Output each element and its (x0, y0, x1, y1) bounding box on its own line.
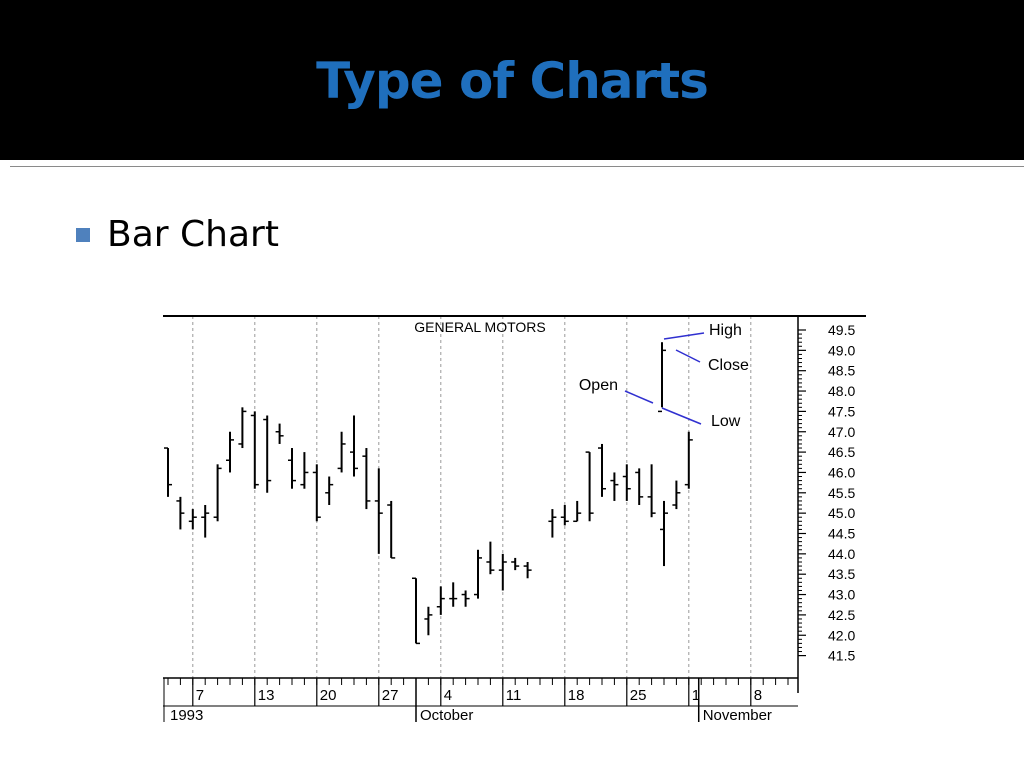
ohlc-bar (461, 590, 470, 607)
ohlc-bar (449, 582, 458, 607)
ohlc-bar (684, 431, 693, 489)
close-pointer-line (675, 349, 701, 363)
y-tick-label: 48.5 (828, 363, 855, 379)
ohlc-bar (573, 500, 582, 523)
ohlc-bar (660, 500, 668, 567)
ohlc-bar (337, 431, 346, 473)
ohlc-bar (486, 541, 495, 575)
price-bars (164, 407, 693, 645)
ohlc-bar (176, 496, 185, 530)
y-tick-label: 46.0 (828, 464, 855, 480)
x-month-label: November (703, 707, 772, 724)
y-tick-label: 42.0 (828, 627, 855, 643)
y-tick-label: 45.5 (828, 485, 855, 501)
ohlc-bar (387, 500, 396, 559)
ohlc-bar (424, 606, 433, 636)
legend-close-label: Close (708, 357, 749, 374)
y-tick-label: 43.5 (828, 566, 855, 582)
legend-high-label: High (709, 322, 742, 339)
ohlc-legend: High Close Open Low (579, 322, 749, 430)
ohlc-bar (436, 586, 445, 615)
ohlc-bar (548, 509, 557, 538)
ohlc-bar (511, 557, 520, 571)
chart-frame (163, 315, 866, 722)
legend-low-label: Low (711, 413, 741, 430)
ohlc-bar (275, 423, 284, 444)
title-bar (0, 0, 1024, 160)
y-tick-label: 44.0 (828, 546, 855, 562)
ohlc-bar (672, 480, 681, 510)
title-divider (10, 166, 1024, 167)
ohlc-bar (238, 407, 247, 449)
y-tick-label: 41.5 (828, 648, 855, 664)
ohlc-bar (312, 464, 321, 522)
ohlc-bar (188, 509, 197, 530)
y-tick-label: 49.5 (828, 322, 855, 338)
open-pointer-line (624, 390, 654, 404)
x-month-label: October (420, 707, 473, 724)
ohlc-bar (560, 505, 569, 526)
ohlc-bar (412, 577, 420, 645)
low-pointer-line (661, 407, 702, 425)
x-tick-label: 18 (568, 687, 585, 704)
y-tick-label: 49.0 (828, 342, 855, 358)
slide-title: Type of Charts (316, 52, 709, 110)
y-tick-label: 48.0 (828, 383, 855, 399)
ohlc-bar (635, 468, 644, 506)
ohlc-bar (226, 431, 234, 473)
y-tick-label: 46.5 (828, 444, 855, 460)
y-tick-label: 44.5 (828, 526, 855, 542)
ohlc-bar (474, 549, 482, 599)
ohlc-bar (288, 448, 296, 489)
ohlc-bar (585, 451, 594, 522)
y-tick-label: 47.0 (828, 424, 855, 440)
x-tick-label: 1 (692, 687, 700, 704)
ohlc-bar (498, 553, 507, 591)
bullet-square-icon (76, 228, 90, 242)
ohlc-bar (263, 415, 272, 493)
legend-example-bar (658, 342, 666, 413)
ohlc-bar (523, 561, 532, 579)
x-month-label: 1993 (170, 707, 203, 724)
y-tick-label: 45.0 (828, 505, 855, 521)
x-tick-label: 8 (754, 687, 762, 704)
ohlc-bar (213, 464, 222, 522)
x-tick-label: 13 (258, 687, 275, 704)
bullet-text: Bar Chart (107, 214, 279, 255)
chart-title: GENERAL MOTORS (414, 319, 545, 335)
ohlc-bar (350, 415, 358, 477)
ohlc-bar (250, 411, 259, 489)
high-pointer-line (663, 332, 705, 340)
x-tick-label: 7 (196, 687, 204, 704)
chart-gridlines (192, 316, 752, 678)
x-tick-label: 4 (444, 687, 452, 704)
x-tick-label: 27 (382, 687, 399, 704)
ohlc-bar (325, 476, 334, 506)
ohlc-bar-chart: GENERAL MOTORS High Close Open Low 49.5 49.0… (163, 315, 866, 724)
y-tick-label: 47.5 (828, 403, 855, 419)
y-axis: 49.5 49.0 48.5 48.0 47.5 47.0 46.5 46.0 45.5 45.0… (798, 322, 855, 664)
ohlc-bar (201, 505, 210, 538)
legend-open-label: Open (579, 377, 618, 394)
ohlc-bar (622, 464, 631, 501)
ohlc-bar (374, 468, 383, 554)
ohlc-bar (647, 464, 656, 518)
x-tick-label: 25 (630, 687, 647, 704)
y-tick-label: 42.5 (828, 607, 855, 623)
y-tick-label: 43.0 (828, 587, 855, 603)
ohlc-bar (610, 472, 619, 501)
x-tick-label: 11 (506, 687, 522, 704)
ohlc-bar (362, 448, 371, 510)
ohlc-bar (300, 452, 309, 489)
ohlc-bar (164, 447, 172, 497)
x-tick-label: 20 (320, 687, 337, 704)
ohlc-bar (598, 443, 606, 497)
